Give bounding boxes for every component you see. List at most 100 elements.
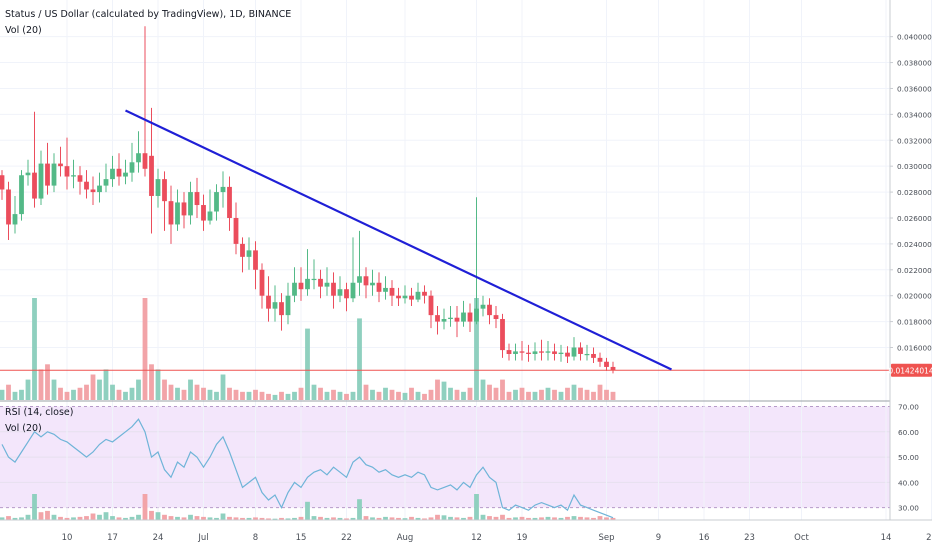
- candle-body: [240, 243, 245, 257]
- volume-bar: [77, 387, 83, 400]
- volume-bar: [610, 391, 616, 400]
- candle-body: [220, 186, 226, 193]
- volume-bar: [188, 379, 193, 400]
- candle: [480, 295, 486, 317]
- time-tick-label: 19: [517, 533, 528, 543]
- candle-body: [12, 214, 18, 225]
- rsi-tick-label: 30.00: [898, 504, 919, 513]
- candle: [422, 285, 427, 304]
- candle-body: [480, 304, 486, 309]
- volume-bar: [350, 391, 356, 400]
- candle-body: [123, 172, 128, 177]
- time-tick-label: 9: [656, 533, 661, 543]
- candle-body: [454, 317, 460, 322]
- rsi-volume-bar: [272, 518, 278, 520]
- candle: [77, 166, 83, 195]
- candle: [454, 306, 460, 338]
- volume-bar: [162, 379, 167, 400]
- rsi-volume-bar: [318, 516, 323, 520]
- candle-body: [376, 282, 382, 292]
- time-tick-label: 12: [471, 533, 482, 543]
- rsi-volume-bar: [32, 494, 37, 520]
- rsi-volume-bar: [51, 514, 57, 520]
- candle-body: [110, 168, 115, 180]
- price-volume-bars: [0, 298, 616, 400]
- time-tick-label: Sep: [598, 533, 614, 543]
- time-tick-label: 15: [296, 533, 307, 543]
- candle-body: [136, 153, 141, 163]
- candle-body: [604, 361, 609, 367]
- rsi-volume-bar: [545, 516, 551, 520]
- time-axis-labels[interactable]: 10 17 24 Jul 8 15 22 Aug 12 19 Sep 9 16 23 Oct 14 21: [62, 533, 932, 543]
- rsi-volume-bar: [155, 512, 161, 520]
- rsi-volume-bar: [45, 510, 50, 520]
- candle: [493, 306, 499, 329]
- volume-bar: [279, 391, 284, 400]
- price-tick-label: 0.03400000: [897, 110, 932, 119]
- volume-bar: [123, 391, 128, 400]
- rsi-volume-bar: [584, 517, 590, 520]
- rsi-volume-bar: [565, 516, 570, 520]
- candle-body: [233, 217, 239, 244]
- rsi-volume-bar: [129, 516, 135, 520]
- rsi-volume-bar: [363, 516, 369, 520]
- price-tick-label: 0.02600000: [897, 214, 932, 223]
- candle: [389, 280, 395, 307]
- chart-title[interactable]: Status / US Dollar (calculated by Tradin…: [5, 9, 291, 20]
- candle-body: [266, 295, 271, 309]
- rsi-volume-bar: [604, 517, 609, 520]
- trendline[interactable]: [125, 109, 672, 371]
- volume-bar: [591, 391, 596, 400]
- price-tick-label: 0.03600000: [897, 84, 932, 93]
- candle: [0, 170, 5, 200]
- candle-body: [227, 186, 232, 218]
- price-tick-label: 0.02800000: [897, 188, 932, 197]
- rsi-volume-bar: [194, 516, 200, 520]
- candle: [318, 269, 323, 299]
- rsi-line: [1, 418, 614, 519]
- volume-bar: [519, 387, 525, 400]
- candle-body: [32, 172, 37, 199]
- rsi-volume-bar: [279, 517, 284, 520]
- volume-bar: [428, 389, 434, 400]
- volume-bar: [415, 391, 421, 400]
- candle-body: [571, 347, 577, 357]
- rsi-volume-bar: [207, 517, 213, 520]
- volume-bar: [181, 389, 187, 400]
- rsi-axis-labels[interactable]: 70.00 60.00 50.00 40.00 30.00: [898, 403, 919, 513]
- volume-legend[interactable]: Vol (20): [5, 25, 42, 36]
- candle-body: [162, 179, 167, 202]
- candle-body: [71, 175, 76, 177]
- rsi-volume-bar: [493, 516, 499, 520]
- volume-bar: [285, 393, 291, 400]
- rsi-volume-bar: [597, 516, 603, 520]
- price-axis-labels[interactable]: 0.04000000 0.03800000 0.03600000 0.03400000…: [890, 33, 932, 353]
- rsi-volume-legend[interactable]: Vol (20): [5, 423, 42, 434]
- price-tick-label: 0.02000000: [897, 292, 932, 301]
- candle-body: [513, 351, 518, 354]
- volume-bar: [25, 379, 31, 400]
- candle: [207, 189, 213, 225]
- volume-bar: [305, 328, 310, 400]
- rsi-volume-bar: [25, 514, 31, 520]
- volume-bar: [454, 389, 460, 400]
- current-price-tag-box: [891, 363, 932, 377]
- rsi-volume-bar: [337, 517, 343, 520]
- volume-bar: [298, 387, 304, 400]
- volume-bar: [402, 392, 408, 400]
- rsi-legend[interactable]: RSI (14, close): [5, 407, 73, 418]
- rsi-volume-bar: [389, 517, 395, 520]
- candle: [435, 306, 440, 335]
- volume-bar: [207, 389, 213, 400]
- candle: [610, 361, 616, 374]
- candle-body: [357, 276, 362, 283]
- volume-bar: [487, 384, 492, 400]
- candle: [539, 339, 544, 361]
- rsi-volume-bar: [454, 517, 460, 520]
- candle-body: [207, 211, 213, 221]
- rsi-volume-bar: [188, 514, 193, 520]
- volume-bar: [155, 369, 161, 400]
- rsi-volume-bar: [292, 517, 297, 520]
